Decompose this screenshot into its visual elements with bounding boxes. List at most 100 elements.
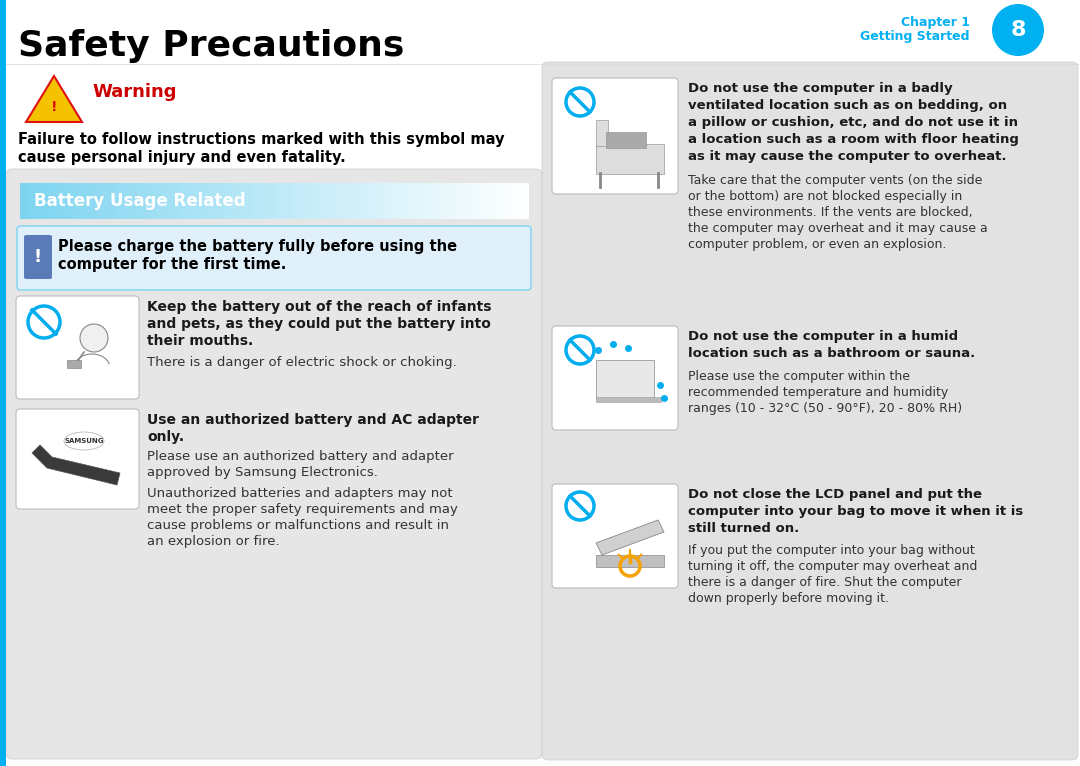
Bar bbox=[434, 183, 437, 219]
Bar bbox=[363, 183, 366, 219]
Bar bbox=[475, 183, 477, 219]
Bar bbox=[276, 183, 280, 219]
Bar bbox=[96, 183, 99, 219]
Bar bbox=[312, 183, 315, 219]
Bar bbox=[495, 183, 498, 219]
Bar bbox=[427, 183, 430, 219]
Bar bbox=[149, 183, 152, 219]
Bar bbox=[335, 183, 338, 219]
Bar bbox=[472, 183, 475, 219]
Text: cause personal injury and even fatality.: cause personal injury and even fatality. bbox=[18, 150, 346, 165]
Bar bbox=[256, 183, 259, 219]
Bar bbox=[177, 183, 180, 219]
Bar bbox=[401, 183, 404, 219]
Bar bbox=[492, 183, 496, 219]
Bar bbox=[126, 183, 130, 219]
Text: down properly before moving it.: down properly before moving it. bbox=[688, 592, 889, 605]
Bar bbox=[333, 183, 336, 219]
Bar bbox=[383, 183, 387, 219]
Bar bbox=[220, 183, 224, 219]
Bar bbox=[421, 183, 424, 219]
Bar bbox=[226, 183, 229, 219]
Bar bbox=[423, 183, 427, 219]
Bar bbox=[447, 183, 449, 219]
Bar bbox=[297, 183, 300, 219]
Bar bbox=[165, 183, 167, 219]
Bar bbox=[139, 183, 143, 219]
Bar bbox=[239, 183, 242, 219]
Text: still turned on.: still turned on. bbox=[688, 522, 799, 535]
FancyBboxPatch shape bbox=[6, 169, 542, 759]
Bar bbox=[104, 183, 107, 219]
Bar bbox=[357, 183, 361, 219]
Bar bbox=[122, 183, 124, 219]
Polygon shape bbox=[26, 76, 82, 122]
FancyBboxPatch shape bbox=[17, 226, 531, 290]
Bar bbox=[254, 183, 257, 219]
Bar bbox=[485, 183, 488, 219]
Bar bbox=[119, 183, 122, 219]
Bar bbox=[252, 183, 254, 219]
Bar bbox=[43, 183, 45, 219]
Bar bbox=[241, 183, 244, 219]
Bar bbox=[190, 183, 193, 219]
Text: Do not use the computer in a badly: Do not use the computer in a badly bbox=[688, 82, 953, 95]
Bar bbox=[286, 183, 289, 219]
Text: recommended temperature and humidity: recommended temperature and humidity bbox=[688, 386, 948, 399]
Bar bbox=[203, 183, 206, 219]
Text: Do not close the LCD panel and put the: Do not close the LCD panel and put the bbox=[688, 488, 982, 501]
Bar bbox=[406, 183, 409, 219]
Bar bbox=[145, 183, 148, 219]
Bar bbox=[98, 183, 102, 219]
Bar bbox=[348, 183, 351, 219]
Bar bbox=[109, 183, 112, 219]
Text: computer problem, or even an explosion.: computer problem, or even an explosion. bbox=[688, 238, 946, 251]
Bar bbox=[38, 183, 41, 219]
Bar bbox=[48, 183, 51, 219]
Bar bbox=[269, 183, 272, 219]
Text: Keep the battery out of the reach of infants: Keep the battery out of the reach of inf… bbox=[147, 300, 491, 314]
Bar bbox=[279, 183, 282, 219]
Bar bbox=[117, 183, 120, 219]
FancyBboxPatch shape bbox=[16, 409, 139, 509]
Bar bbox=[183, 183, 186, 219]
Bar bbox=[299, 183, 302, 219]
Bar bbox=[440, 183, 442, 219]
Bar bbox=[596, 555, 664, 567]
Bar bbox=[429, 183, 432, 219]
Bar bbox=[158, 183, 160, 219]
Bar bbox=[368, 183, 372, 219]
FancyBboxPatch shape bbox=[552, 484, 678, 588]
Bar bbox=[124, 183, 127, 219]
Text: SAMSUNG: SAMSUNG bbox=[64, 438, 104, 444]
Bar bbox=[94, 183, 97, 219]
Bar bbox=[208, 183, 211, 219]
Text: !: ! bbox=[33, 248, 42, 266]
Bar bbox=[521, 183, 524, 219]
Bar bbox=[389, 183, 391, 219]
Bar bbox=[325, 183, 328, 219]
Bar bbox=[467, 183, 470, 219]
Bar bbox=[596, 397, 661, 402]
Bar bbox=[198, 183, 201, 219]
Circle shape bbox=[80, 324, 108, 352]
Bar bbox=[271, 183, 274, 219]
Bar bbox=[408, 183, 411, 219]
Bar bbox=[147, 183, 150, 219]
Bar bbox=[470, 183, 473, 219]
Bar bbox=[60, 183, 64, 219]
Text: their mouths.: their mouths. bbox=[147, 334, 253, 348]
Bar bbox=[243, 183, 246, 219]
Bar bbox=[436, 183, 440, 219]
Bar bbox=[91, 183, 94, 219]
Text: meet the proper safety requirements and may: meet the proper safety requirements and … bbox=[147, 503, 458, 516]
Bar bbox=[141, 183, 145, 219]
FancyBboxPatch shape bbox=[552, 326, 678, 430]
Bar bbox=[451, 183, 455, 219]
Bar bbox=[132, 183, 135, 219]
Bar bbox=[442, 183, 445, 219]
Text: there is a danger of fire. Shut the computer: there is a danger of fire. Shut the comp… bbox=[688, 576, 961, 589]
Bar bbox=[498, 183, 500, 219]
Bar bbox=[327, 183, 330, 219]
Bar bbox=[162, 183, 165, 219]
